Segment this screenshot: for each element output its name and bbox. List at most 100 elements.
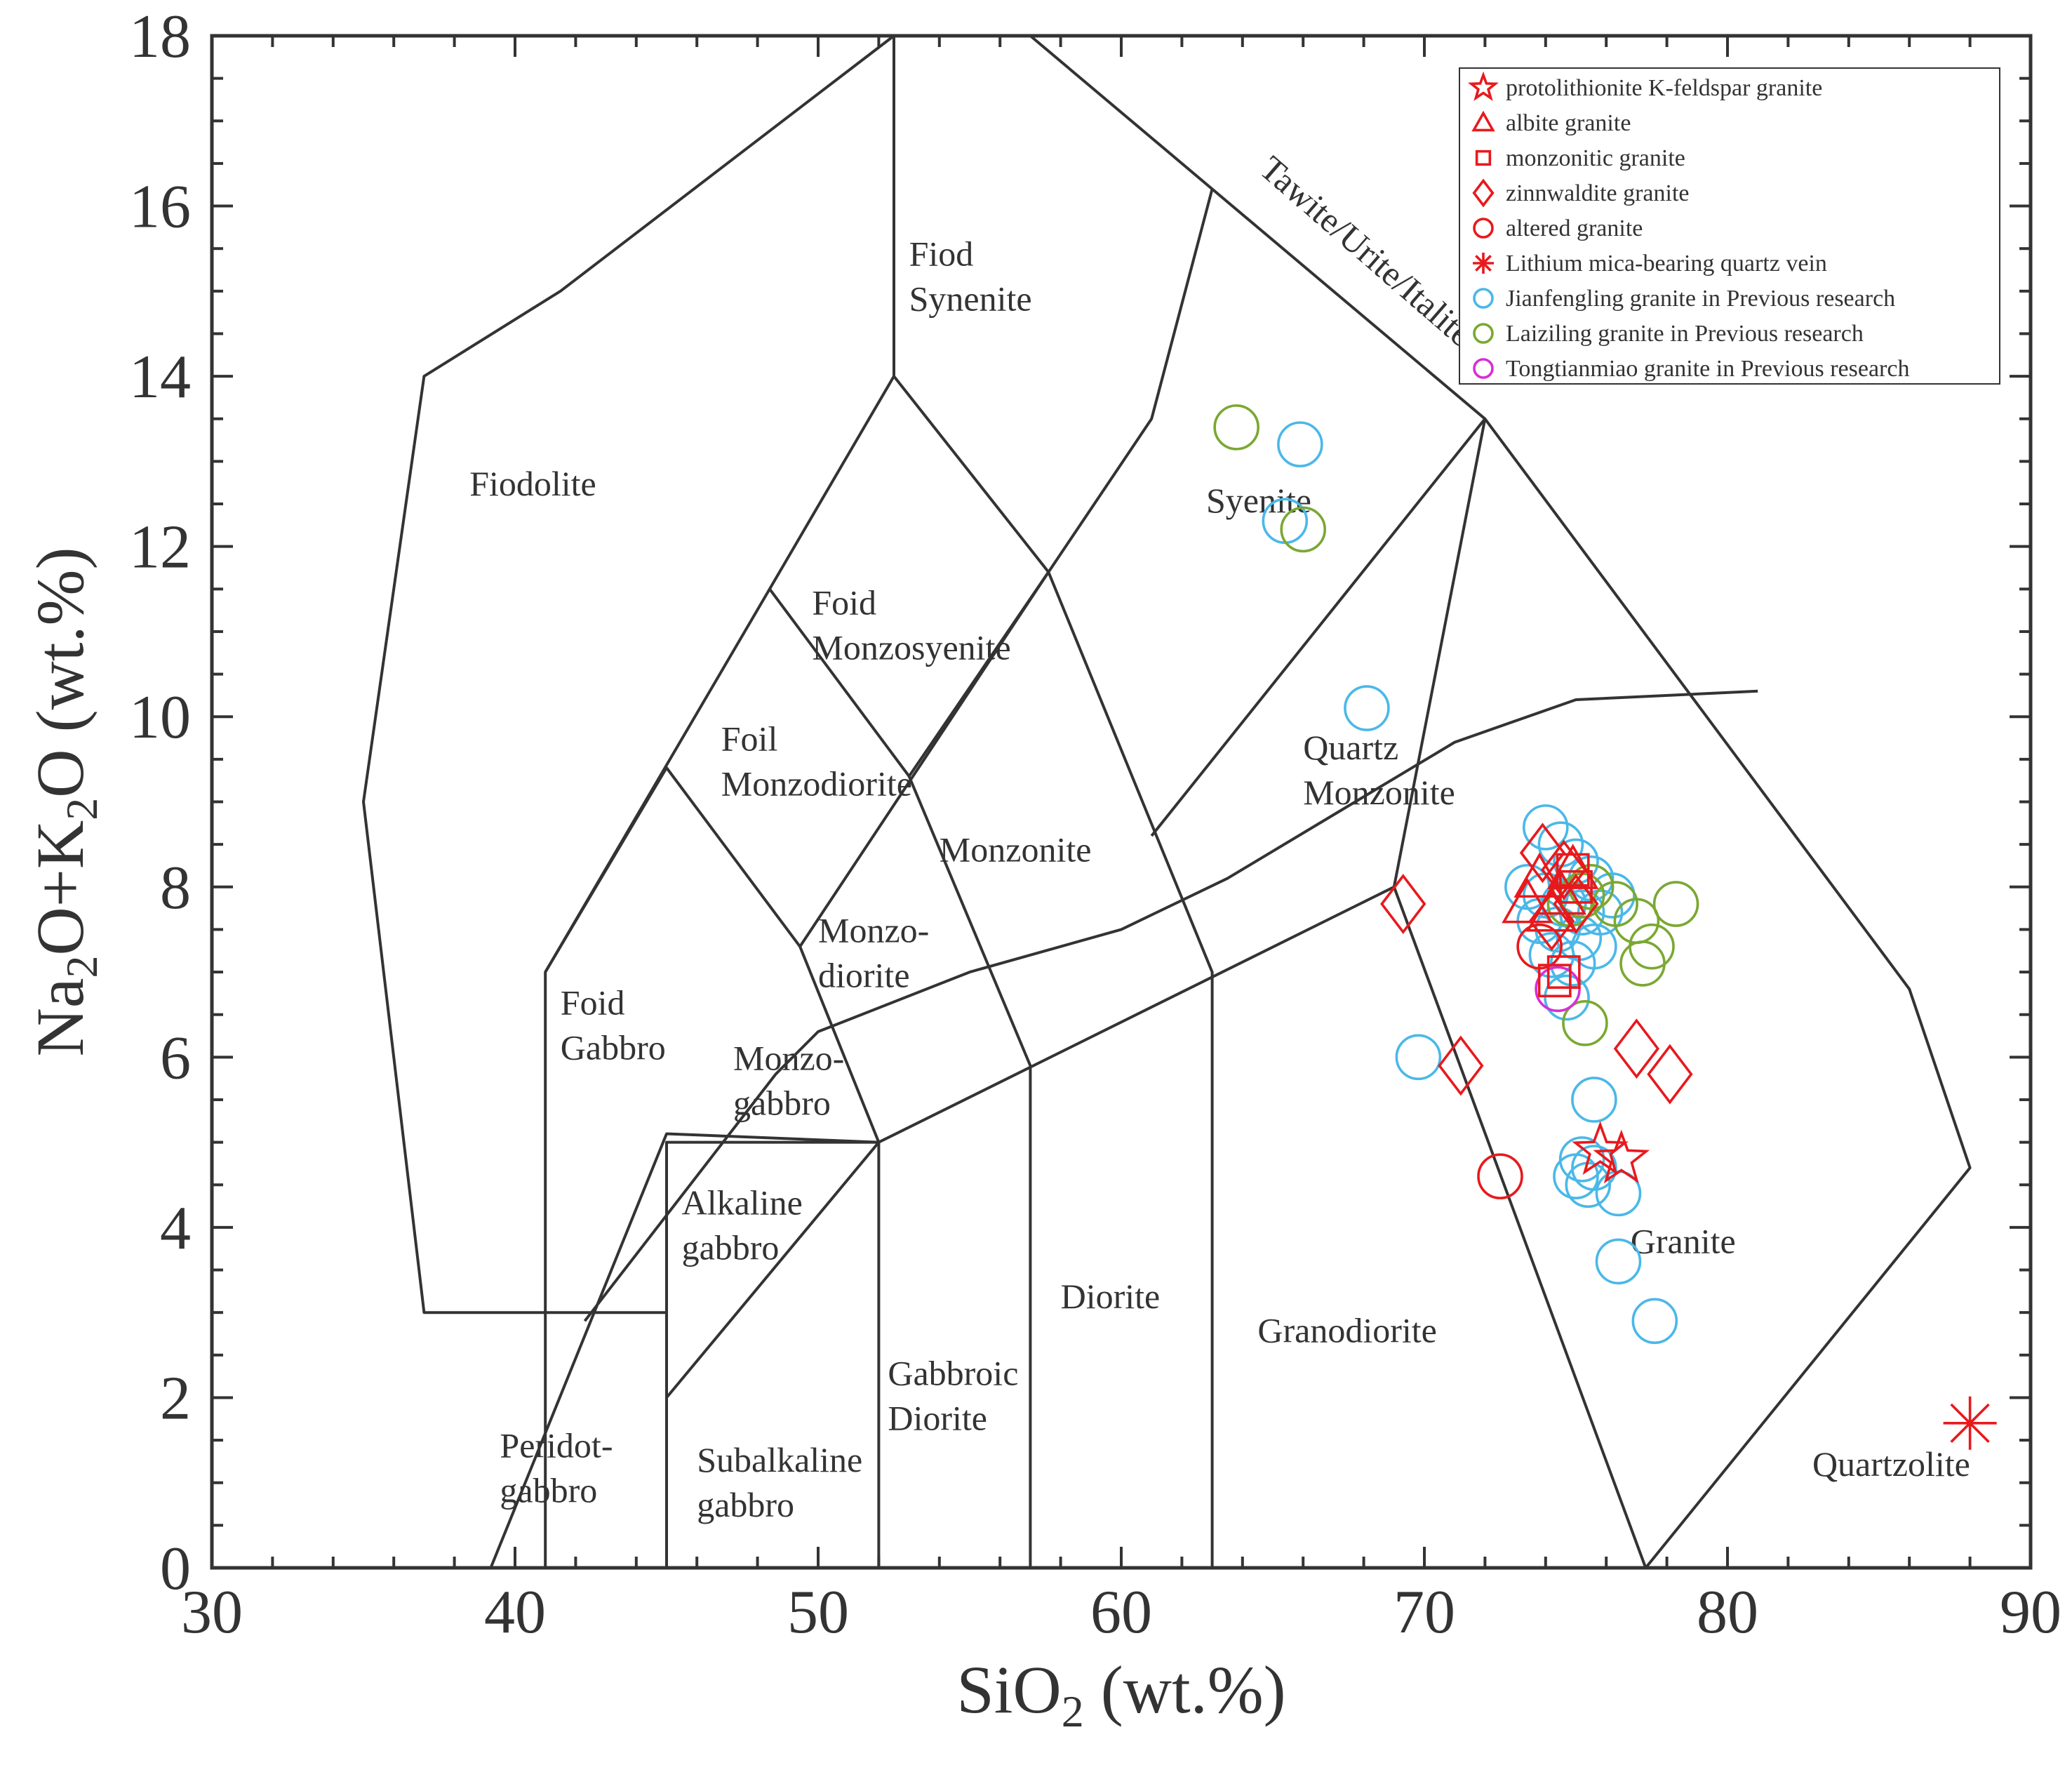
legend-entry-7: Jianfengling granite in Previous researc… <box>1473 286 1895 312</box>
x-tick-label: 80 <box>1697 1578 1758 1646</box>
field-label-line: Quartzolite <box>1812 1444 1970 1484</box>
y-tick-label: 0 <box>160 1535 191 1603</box>
legend-label: altered granite <box>1506 215 1643 241</box>
field-boundary-13 <box>665 1141 880 1399</box>
field-label-13: Gabbroic Diorite <box>888 1353 1018 1437</box>
y-axis-title-part-3: O (wt.%) <box>22 547 98 798</box>
legend-marker <box>1467 71 1499 101</box>
legend-label: protolithionite K-feldspar granite <box>1506 75 1822 101</box>
field-label-line: Peridot- <box>500 1425 613 1465</box>
legend-label: Laiziling granite in Previous research <box>1506 321 1864 347</box>
field-label-4: Foid Monzosyenite <box>812 583 1010 667</box>
data-point <box>1546 955 1581 989</box>
legend-entry-9: Tongtianmiao granite in Previous researc… <box>1473 356 1909 382</box>
y-tick-label: 6 <box>160 1024 191 1092</box>
legend-label: Tongtianmiao granite in Previous researc… <box>1506 356 1909 382</box>
data-point <box>1544 974 1590 1021</box>
data-point <box>1562 1000 1608 1046</box>
data-points <box>1213 404 1997 1450</box>
data-point <box>1652 881 1699 927</box>
legend-marker <box>1472 178 1495 208</box>
x-axis-title-subscript: 2 <box>1062 1686 1084 1736</box>
y-axis-title-subscript-2: 2 <box>57 798 107 820</box>
x-tick-label: 90 <box>2000 1578 2061 1646</box>
field-label-8: Foid Gabbro <box>561 983 666 1067</box>
legend-marker <box>1473 288 1494 309</box>
legend-entry-5: altered granite <box>1473 215 1643 241</box>
field-label-18: Quartzolite <box>1812 1444 1970 1484</box>
field-label-3: Syenite <box>1206 481 1311 520</box>
field-label-line: Foid <box>561 983 625 1023</box>
series-6 <box>1943 1396 1997 1450</box>
field-label-9: Monzo-gabbro <box>733 1039 844 1123</box>
field-label-line: Syenite <box>1206 481 1311 520</box>
series-8 <box>1213 404 1699 1046</box>
field-boundary-7 <box>1047 571 1214 1568</box>
field-label-11: Diorite <box>1061 1277 1161 1316</box>
field-boundary-6 <box>907 775 1032 1568</box>
field-label-5: Foil Monzodiorite <box>721 719 912 804</box>
data-point <box>1541 839 1587 900</box>
axis-ticks <box>210 34 2032 1569</box>
field-label-line: Granodiorite <box>1257 1311 1436 1350</box>
field-label-line: Monzonite <box>1303 773 1455 812</box>
legend: protolithionite K-feldspar granite albite… <box>1459 67 2000 385</box>
field-label-line: Alkaline <box>682 1183 803 1223</box>
x-tick-label: 30 <box>181 1578 243 1646</box>
y-tick-label: 18 <box>129 3 191 71</box>
data-point <box>1629 923 1675 970</box>
legend-marker <box>1471 110 1495 132</box>
series-4 <box>1380 823 1693 1105</box>
field-label-line: Fiod <box>909 234 974 273</box>
classification-field-boundaries <box>362 34 1972 1569</box>
x-tick-label: 60 <box>1090 1578 1152 1646</box>
y-tick-label: 12 <box>129 514 191 582</box>
field-label-line: Subalkaline <box>697 1440 862 1479</box>
field-label-10: Alkaline gabbro <box>682 1183 803 1267</box>
field-label-6: Monzonite <box>940 830 1092 869</box>
legend-entry-3: monzonitic granite <box>1475 145 1685 171</box>
field-label-7: Monzo-diorite <box>818 911 929 995</box>
data-point <box>1477 1153 1523 1199</box>
legend-box <box>1459 67 2000 385</box>
field-label-line: Fiodolite <box>469 464 596 503</box>
field-label-line: Granite <box>1631 1221 1736 1260</box>
legend-label: Lithium mica-bearing quartz vein <box>1506 251 1827 277</box>
field-label-line: gabbro <box>682 1228 780 1267</box>
x-axis-title-unit: (wt.%) <box>1084 1652 1286 1727</box>
field-label-line: gabbro <box>500 1470 597 1510</box>
y-tick-label: 8 <box>160 854 191 922</box>
field-boundary-2 <box>362 34 895 1314</box>
data-point <box>1528 891 1575 952</box>
data-point <box>1344 685 1390 731</box>
field-label-12: Granodiorite <box>1257 1311 1436 1350</box>
data-point <box>1619 940 1666 987</box>
y-tick-label: 14 <box>129 343 191 411</box>
y-axis-title-subscript-1: 2 <box>57 956 107 978</box>
field-boundary-8 <box>798 571 1050 947</box>
data-point <box>1513 852 1565 898</box>
field-label-line: Foil <box>721 719 778 759</box>
field-label-line: Monzo- <box>818 911 929 950</box>
y-axis-title-part-2: O+K <box>22 820 98 956</box>
data-point <box>1571 1077 1617 1123</box>
field-label-14: Peridot-gabbro <box>500 1425 613 1510</box>
data-point <box>1558 1136 1605 1183</box>
field-label-16: Quartz Monzonite <box>1303 728 1455 812</box>
data-point <box>1519 823 1566 884</box>
y-tick-label: 2 <box>160 1364 191 1432</box>
data-point <box>1553 1153 1599 1199</box>
data-point <box>1380 874 1426 935</box>
data-point <box>1537 964 1572 998</box>
field-boundary-3 <box>768 375 1050 778</box>
field-label-line: Synenite <box>909 279 1032 318</box>
field-label-line: Quartz <box>1303 728 1398 767</box>
field-boundary-14 <box>583 689 1758 1322</box>
legend-entry-8: Laiziling granite in Previous research <box>1473 321 1864 347</box>
legend-marker <box>1473 218 1494 239</box>
data-point <box>1559 870 1593 904</box>
field-label-line: gabbro <box>697 1485 794 1524</box>
axis-tick-labels: 30 40 50 60 70 80 90 0 2 4 6 8 10 12 14 16 18 <box>129 3 2061 1646</box>
legend-entry-6: Lithium mica-bearing quartz vein <box>1473 251 1827 277</box>
